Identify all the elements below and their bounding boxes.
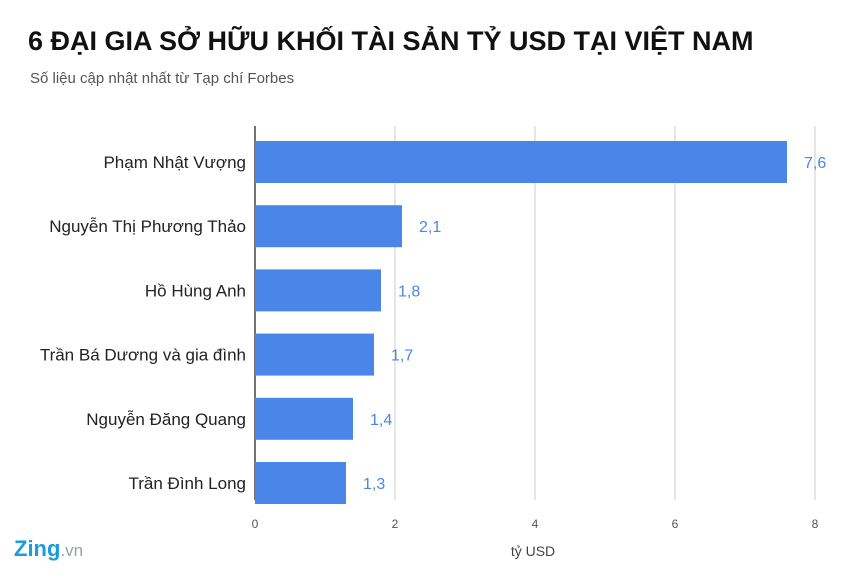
bar [255,269,381,312]
value-label: 1,4 [370,412,392,429]
bar [255,141,787,183]
category-label: Hồ Hùng Anh [145,281,246,300]
chart-subtitle: Số liệu cập nhật nhất từ Tạp chí Forbes [30,70,295,87]
category-label: Phạm Nhật Vượng [103,153,246,172]
value-label: 1,7 [391,348,413,365]
category-label: Trần Bá Dương và gia đình [40,346,246,365]
bar [255,205,402,248]
chart-title: 6 ĐẠI GIA SỞ HỮU KHỐI TÀI SẢN TỶ USD TẠI… [28,26,754,56]
x-axis-title: tỷ USD [511,543,555,559]
x-tick-label: 4 [532,517,539,531]
value-label: 7,6 [804,155,826,172]
x-tick-label: 2 [392,517,399,531]
category-label: Nguyễn Thị Phương Thảo [49,217,246,236]
zing-logo: Zing.vn [14,536,84,561]
x-tick-label: 0 [252,517,259,531]
x-tick-label: 6 [672,517,679,531]
value-label: 2,1 [419,219,441,236]
value-label: 1,8 [398,283,420,300]
value-label: 1,3 [363,476,385,493]
bar [255,333,374,376]
category-label: Trần Đình Long [129,474,247,493]
bar [255,397,353,440]
bar [255,462,346,504]
category-label: Nguyễn Đăng Quang [86,410,246,429]
x-tick-label: 8 [812,517,819,531]
